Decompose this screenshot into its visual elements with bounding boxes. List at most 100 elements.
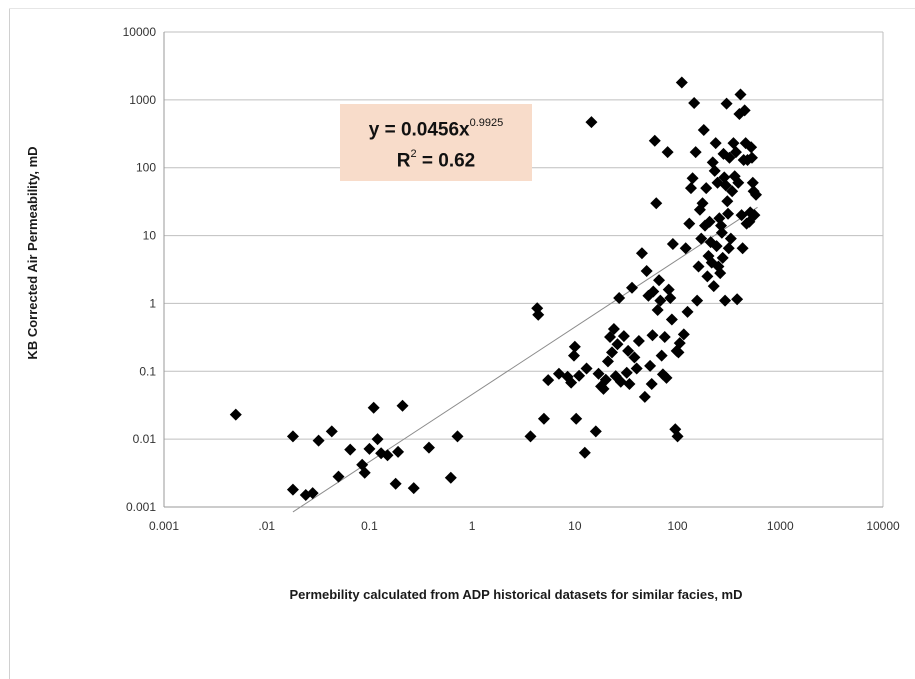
data-point-1 xyxy=(286,483,299,496)
data-point-0 xyxy=(229,408,242,421)
data-point-21 xyxy=(444,471,457,484)
data-points xyxy=(229,76,762,502)
data-point-51 xyxy=(617,330,630,343)
y-tick-label-7: 10000 xyxy=(123,25,157,39)
data-point-72 xyxy=(655,349,668,362)
r-squared-label: R2 = 0.62 xyxy=(340,142,532,175)
data-point-94 xyxy=(689,146,702,159)
data-point-31 xyxy=(567,349,580,362)
data-point-69 xyxy=(651,304,664,317)
y-tick-label-0: 0.001 xyxy=(126,500,156,514)
y-tick-label-4: 10 xyxy=(143,229,157,243)
data-point-23 xyxy=(524,430,537,443)
data-point-108 xyxy=(706,156,719,169)
data-point-123 xyxy=(719,179,732,192)
x-tick-label-5: 100 xyxy=(668,519,688,533)
data-point-13 xyxy=(371,433,384,446)
data-point-64 xyxy=(645,377,658,390)
data-point-149 xyxy=(746,176,759,189)
data-point-121 xyxy=(718,171,731,184)
data-point-112 xyxy=(710,240,723,253)
trendline xyxy=(292,206,758,513)
data-point-5 xyxy=(312,434,325,447)
data-point-65 xyxy=(646,329,659,342)
equation-exponent: 0.9925 xyxy=(469,117,504,129)
data-point-7 xyxy=(332,470,345,483)
data-point-105 xyxy=(703,215,716,228)
data-point-46 xyxy=(607,322,620,335)
data-point-17 xyxy=(392,445,405,458)
data-point-76 xyxy=(661,146,674,159)
data-point-77 xyxy=(662,283,675,296)
data-point-129 xyxy=(724,232,737,245)
data-point-71 xyxy=(654,294,667,307)
data-point-125 xyxy=(721,195,734,208)
data-point-45 xyxy=(606,346,619,359)
data-point-131 xyxy=(727,137,740,150)
data-point-104 xyxy=(702,249,715,262)
data-point-96 xyxy=(692,260,705,273)
data-point-83 xyxy=(671,430,684,443)
data-point-126 xyxy=(722,207,735,220)
data-point-134 xyxy=(731,293,744,306)
data-point-148 xyxy=(745,151,758,164)
x-tick-label-6: 1000 xyxy=(767,519,794,533)
data-point-58 xyxy=(632,334,645,347)
data-point-12 xyxy=(367,401,380,414)
data-point-50 xyxy=(614,375,627,388)
data-point-103 xyxy=(701,270,714,283)
y-tick-label-2: 0.1 xyxy=(139,364,156,378)
data-point-54 xyxy=(623,377,636,390)
r-squared-prefix: R xyxy=(396,150,411,172)
data-point-36 xyxy=(580,362,593,375)
data-point-4 xyxy=(306,487,319,500)
data-point-86 xyxy=(675,76,688,89)
data-point-78 xyxy=(664,292,677,305)
trendline-equation: y = 0.0456x0.9925 xyxy=(340,113,532,142)
data-point-111 xyxy=(709,137,722,150)
data-point-22 xyxy=(451,430,464,443)
data-point-70 xyxy=(653,274,666,287)
data-point-15 xyxy=(381,449,394,462)
data-point-38 xyxy=(589,425,602,438)
data-point-63 xyxy=(644,359,657,372)
y-tick-label-3: 1 xyxy=(149,296,156,310)
data-point-48 xyxy=(611,338,624,351)
trendline-equation-box: y = 0.0456x0.9925 R2 = 0.62 xyxy=(340,104,532,181)
data-point-11 xyxy=(363,442,376,455)
frame-top-border xyxy=(9,8,915,9)
data-point-8 xyxy=(344,443,357,456)
data-point-139 xyxy=(736,242,749,255)
data-point-52 xyxy=(620,366,633,379)
x-tick-label-7: 10000 xyxy=(866,519,900,533)
data-point-124 xyxy=(720,97,733,110)
data-point-88 xyxy=(679,242,692,255)
y-tick-label-6: 1000 xyxy=(129,93,156,107)
data-point-43 xyxy=(601,355,614,368)
data-point-10 xyxy=(358,466,371,479)
data-point-56 xyxy=(628,351,641,364)
data-point-99 xyxy=(696,197,709,210)
data-point-25 xyxy=(532,308,545,321)
data-point-116 xyxy=(714,267,727,280)
y-tick-labels: 0.001 0.01 0.1 1 10 100 1000 10000 xyxy=(123,25,157,514)
data-point-92 xyxy=(686,172,699,185)
data-point-49 xyxy=(613,292,626,305)
data-point-34 xyxy=(573,369,586,382)
data-point-59 xyxy=(635,247,648,260)
data-point-19 xyxy=(407,482,420,495)
data-point-42 xyxy=(599,373,612,386)
x-tick-label-1: .01 xyxy=(258,519,275,533)
data-point-84 xyxy=(672,346,685,359)
data-point-90 xyxy=(683,217,696,230)
frame-left-border xyxy=(9,8,10,679)
data-point-110 xyxy=(708,164,721,177)
data-point-122 xyxy=(719,294,732,307)
x-axis-title: Permebility calculated from ADP historic… xyxy=(289,587,742,602)
data-point-57 xyxy=(630,362,643,375)
data-point-27 xyxy=(542,374,555,387)
data-point-127 xyxy=(722,242,735,255)
data-point-128 xyxy=(723,151,736,164)
data-point-30 xyxy=(565,376,578,389)
